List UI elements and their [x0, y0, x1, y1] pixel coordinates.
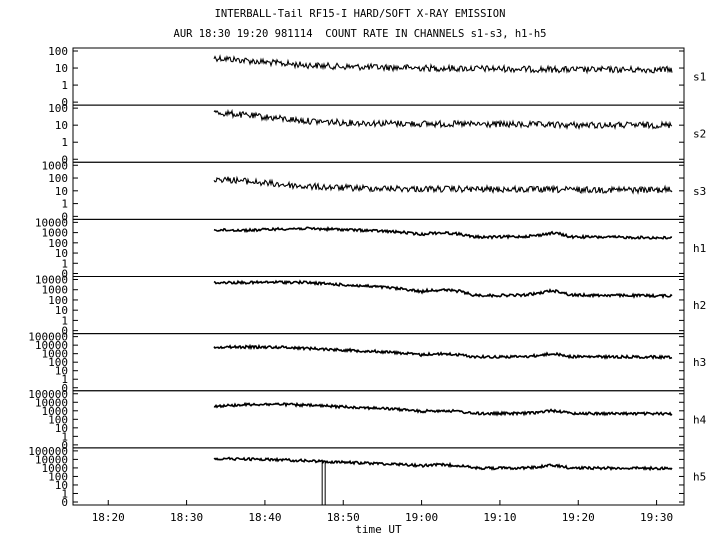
series-s1: [213, 54, 673, 75]
y-tick-label: 100: [48, 45, 68, 58]
x-tick-label: 18:50: [327, 511, 360, 524]
panel-label-s2: s2: [693, 128, 706, 141]
y-tick-label: 10: [55, 62, 68, 75]
panel-label-s1: s1: [693, 71, 706, 84]
series-h4: [213, 401, 673, 417]
y-tick-label: 10000: [35, 216, 68, 229]
y-tick-label: 1000: [42, 159, 69, 172]
y-tick-label: 1: [61, 198, 68, 211]
y-tick-label: 1: [61, 257, 68, 270]
y-tick-label: 100: [48, 172, 68, 185]
y-tick-label: 1000: [42, 405, 69, 418]
x-tick-label: 18:20: [92, 511, 125, 524]
panel-frame-h5: [72, 447, 685, 506]
y-tick-label: 10: [55, 479, 68, 492]
y-tick-label: 10: [55, 119, 68, 132]
panel-label-h1: h1: [693, 242, 706, 255]
series-h3: [213, 343, 673, 361]
y-tick-label: 100: [48, 356, 68, 369]
y-tick-label: 0: [61, 96, 68, 109]
series-s2: [213, 108, 673, 131]
y-tick-label: 0: [61, 268, 68, 281]
y-tick-label: 100: [48, 237, 68, 250]
chart-subtitle: AUR 18:30 19:20 981114 COUNT RATE IN CHA…: [173, 28, 547, 40]
chart-title: INTERBALL-Tail RF15-I HARD/SOFT X-RAY EM…: [214, 8, 506, 20]
panel-frame-h1: [72, 218, 685, 277]
y-tick-label: 1: [61, 79, 68, 92]
panel-frame-s2: [72, 104, 685, 163]
y-tick-label: 100: [48, 102, 68, 115]
y-tick-label: 1: [61, 314, 68, 327]
x-tick-label: 18:40: [248, 511, 281, 524]
y-tick-label: 0: [61, 382, 68, 395]
series-h5: [213, 456, 673, 472]
x-tick-label: 19:10: [483, 511, 516, 524]
y-tick-label: 1000: [42, 348, 69, 361]
y-tick-label: 1: [61, 373, 68, 386]
x-tick-label: 19:00: [405, 511, 438, 524]
x-axis-label: time UT: [355, 523, 402, 536]
y-tick-label: 1000: [42, 462, 69, 475]
y-tick-label: 10000: [35, 396, 68, 409]
y-tick-label: 100: [48, 413, 68, 426]
y-tick-label: 0: [61, 325, 68, 338]
y-tick-label: 100: [48, 470, 68, 483]
panel-label-h5: h5: [693, 470, 706, 483]
panel-label-h3: h3: [693, 356, 706, 369]
series-h1: [213, 225, 673, 240]
y-tick-label: 10000: [35, 339, 68, 352]
y-tick-label: 0: [61, 496, 68, 509]
data-dropout-h5: [321, 460, 326, 506]
y-tick-label: 10: [55, 422, 68, 435]
panel-label-s3: s3: [693, 185, 706, 198]
y-tick-label: 0: [61, 439, 68, 452]
y-tick-label: 10000: [35, 453, 68, 466]
y-tick-label: 1: [61, 136, 68, 149]
y-tick-label: 1000: [42, 227, 69, 240]
y-tick-label: 100000: [28, 388, 68, 401]
series-s3: [213, 175, 673, 195]
y-tick-label: 1: [61, 430, 68, 443]
y-tick-label: 100: [48, 294, 68, 307]
panel-frame-s1: [72, 47, 685, 106]
y-tick-label: 10: [55, 185, 68, 198]
panel-frame-h2: [72, 276, 685, 335]
y-tick-label: 10: [55, 304, 68, 317]
y-tick-label: 10: [55, 365, 68, 378]
x-tick-label: 18:30: [170, 511, 203, 524]
y-tick-label: 0: [61, 210, 68, 223]
panel-frame-h4: [72, 390, 685, 449]
y-tick-label: 10: [55, 247, 68, 260]
x-tick-label: 19:20: [562, 511, 595, 524]
y-tick-label: 10000: [35, 274, 68, 287]
y-tick-label: 1: [61, 487, 68, 500]
panel-label-h4: h4: [693, 413, 707, 426]
y-tick-label: 100000: [28, 331, 68, 344]
y-tick-label: 0: [61, 153, 68, 166]
panel-label-h2: h2: [693, 299, 706, 312]
y-tick-label: 1000: [42, 284, 69, 297]
y-tick-label: 100000: [28, 445, 68, 458]
series-h2: [213, 279, 673, 299]
x-tick-label: 19:30: [640, 511, 673, 524]
panel-frame-h3: [72, 333, 685, 392]
